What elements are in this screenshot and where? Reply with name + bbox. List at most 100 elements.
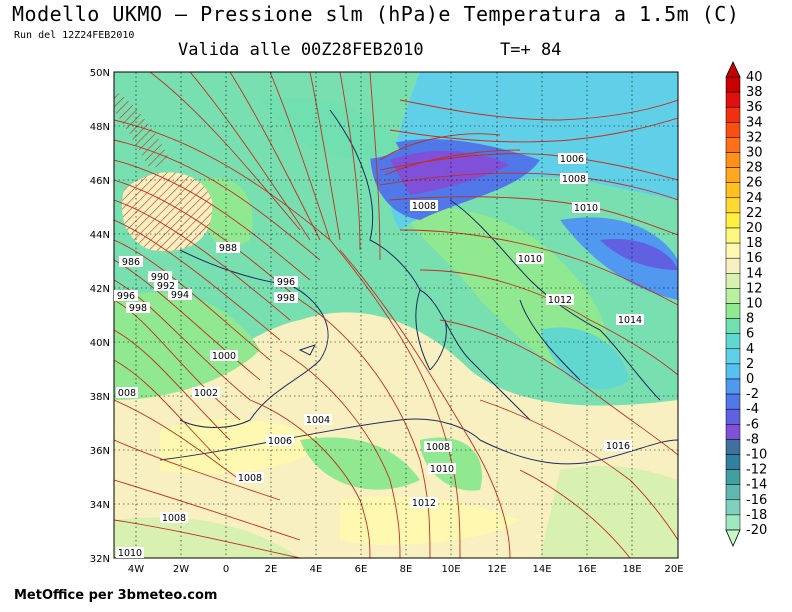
isobar-label: 1010 (428, 463, 456, 475)
isobar-label: 994 (168, 289, 192, 301)
map-frame (113, 71, 679, 559)
colorbar-cell (725, 303, 741, 319)
colorbar-cell (725, 152, 741, 168)
colorbar-cell (725, 514, 741, 531)
colorbar-cell (725, 439, 741, 455)
colorbar-cell (725, 137, 741, 153)
lon-axis: 4W 2W 0 2E 4E 6E 8E 10E 12E 14E 16E 18E … (128, 564, 684, 575)
lat-tick: 48N (90, 122, 110, 133)
colorbar-cell (725, 363, 741, 380)
isobar-label: 990 (148, 271, 172, 283)
svg-text:994: 994 (171, 290, 189, 301)
colorbar-cell (725, 424, 741, 440)
isobar-label: 1008 (160, 512, 188, 524)
svg-text:1010: 1010 (430, 464, 454, 475)
forecast-timestep: T=+ 84 (500, 40, 562, 60)
svg-text:1010: 1010 (574, 203, 598, 214)
isobar-label: 986 (119, 256, 143, 268)
isobar-labels: 986 988 990 992 994 996 996 998 998 1000… (114, 153, 644, 559)
colorbar-label: 8 (746, 312, 754, 327)
svg-text:1000: 1000 (212, 351, 236, 362)
lon-tick: 2E (265, 564, 278, 575)
svg-text:1008: 1008 (238, 473, 262, 484)
svg-text:1004: 1004 (306, 415, 330, 426)
isobar-label: 1008 (410, 200, 438, 212)
colorbar-label: 10 (746, 297, 763, 312)
isobar-label: 1004 (304, 414, 332, 426)
colorbar-top-arrow (725, 61, 741, 78)
isobar-label: 1010 (516, 253, 544, 265)
colorbar-label: -2 (746, 387, 759, 402)
colorbar-label: 20 (746, 221, 763, 236)
lon-tick: 14E (532, 564, 551, 575)
colorbar-cell (725, 227, 741, 244)
colorbar-cell (725, 318, 741, 334)
lat-tick: 32N (90, 554, 110, 565)
chart-title: Modello UKMO — Pressione slm (hPa)e Temp… (12, 2, 740, 26)
colorbar-cell (725, 106, 741, 123)
svg-text:1010: 1010 (118, 548, 142, 559)
svg-text:1008: 1008 (426, 442, 450, 453)
colorbar-label: -16 (746, 493, 767, 508)
colorbar-label: 40 (746, 70, 763, 85)
lon-tick: 16E (577, 564, 596, 575)
colorbar-label: 28 (746, 161, 763, 176)
isobar-label: 1008 (424, 441, 452, 453)
lon-tick: 6E (355, 564, 368, 575)
lon-tick: 4W (128, 564, 144, 575)
isobar-label: 1006 (266, 435, 294, 447)
colorbar-label: 26 (746, 176, 763, 191)
colorbar-cell (725, 499, 741, 516)
svg-text:1016: 1016 (606, 441, 630, 452)
svg-text:1006: 1006 (268, 436, 292, 447)
isobar-label: 008 (116, 387, 138, 399)
run-date: Run del 12Z24FEB2010 (14, 30, 135, 41)
lat-tick: 44N (90, 230, 110, 241)
valid-time: Valida alle 00Z28FEB2010 (178, 40, 424, 60)
lat-tick: 36N (90, 446, 110, 457)
svg-text:1002: 1002 (194, 388, 218, 399)
colorbar-cell (725, 408, 741, 425)
svg-text:1008: 1008 (412, 201, 436, 212)
svg-text:008: 008 (118, 388, 136, 399)
colorbar-bottom-arrow (725, 529, 741, 547)
lat-tick: 40N (90, 338, 110, 349)
colorbar-cell (725, 212, 741, 229)
colorbar-cell (725, 182, 741, 199)
lon-tick: 10E (441, 564, 460, 575)
colorbar-cell (725, 333, 741, 350)
colorbar-cell (725, 242, 741, 259)
colorbar-label: -18 (746, 508, 767, 523)
colorbar-label: 34 (746, 115, 763, 130)
lat-tick: 42N (90, 284, 110, 295)
colorbar-label: 38 (746, 85, 763, 100)
colorbar-label: -12 (746, 463, 767, 478)
isobar-label: 988 (216, 242, 240, 254)
colorbar-label: 0 (746, 372, 754, 387)
svg-text:1010: 1010 (518, 254, 542, 265)
colorbar-label: -6 (746, 417, 759, 432)
lat-tick: 46N (90, 176, 110, 187)
svg-text:1006: 1006 (560, 154, 584, 165)
isobar-label: 996 (274, 276, 298, 288)
footer-credit: MetOffice per 3bmeteo.com (14, 588, 218, 603)
svg-text:986: 986 (122, 257, 140, 268)
colorbar-label: 24 (746, 191, 763, 206)
isobar-label: 992 (154, 280, 178, 292)
colorbar-cell (725, 122, 741, 138)
colorbar-cell (725, 378, 741, 395)
svg-text:996: 996 (117, 291, 135, 302)
colorbar-cell (725, 288, 741, 304)
colorbar-cell (725, 454, 741, 470)
isobar-label: 1008 (560, 173, 588, 185)
colorbar-cell (725, 197, 741, 214)
svg-text:1012: 1012 (548, 295, 572, 306)
isobar-label: 1010 (572, 202, 600, 214)
svg-text:992: 992 (157, 281, 175, 292)
isobar-label: 1012 (410, 497, 438, 509)
lon-tick: 18E (622, 564, 641, 575)
isobar-label: 1014 (616, 314, 644, 326)
colorbar-label: 4 (746, 342, 754, 357)
colorbar-label: 14 (746, 266, 763, 281)
